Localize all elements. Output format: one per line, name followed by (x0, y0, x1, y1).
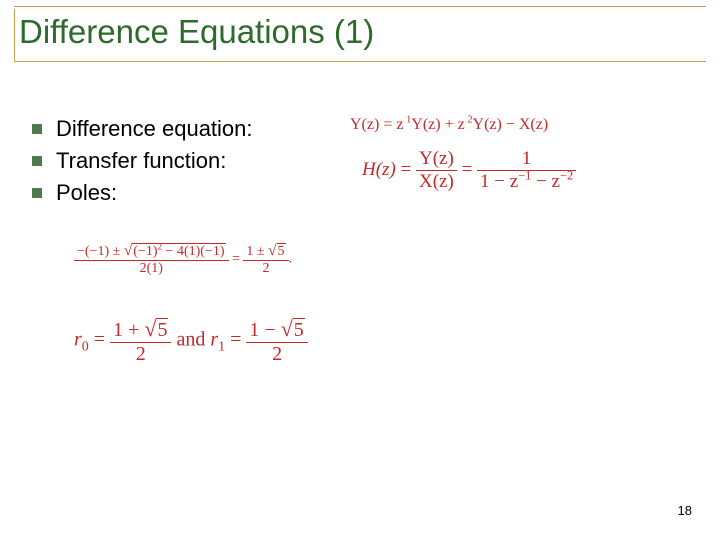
sqrt: √(−1)2 − 4(1)(−1) (124, 242, 226, 260)
sqrt: √5 (144, 316, 168, 342)
eq-text: r (210, 329, 218, 351)
fraction: 1 + √5 2 (110, 316, 171, 366)
eq-text: . (289, 252, 293, 267)
denominator: 2 (110, 342, 171, 366)
eq-text: = (94, 329, 110, 351)
eq-text: Y(z) (473, 116, 502, 133)
eq-sub: 0 (82, 340, 89, 355)
denominator: X(z) (416, 170, 457, 193)
eq-text: = (232, 252, 243, 267)
eq-text: z (458, 116, 465, 133)
eq-text: and (176, 329, 210, 351)
eq-text: X(z) (519, 116, 548, 133)
eq-text: Y(z) (411, 116, 440, 133)
numerator: −(−1) ± √(−1)2 − 4(1)(−1) (74, 242, 229, 260)
numerator: 1 ± √5 (243, 242, 288, 260)
numerator: 1 (477, 148, 576, 170)
fraction: Y(z) X(z) (416, 148, 457, 193)
denominator: 2(1) (74, 260, 229, 277)
fraction: 1 1 − z−1 − z−2 (477, 148, 576, 193)
fraction: 1 − √5 2 (246, 316, 307, 366)
equation-difference: Y(z) = z 1Y(z) + z 2Y(z) − X(z) (350, 116, 548, 134)
page-number: 18 (678, 503, 692, 518)
numerator: 1 − √5 (246, 316, 307, 342)
list-item: Poles: (32, 180, 253, 206)
bullet-icon (32, 156, 42, 166)
bullet-icon (32, 188, 42, 198)
slide-title: Difference Equations (1) (14, 9, 706, 62)
bullet-list: Difference equation: Transfer function: … (32, 116, 253, 212)
equation-roots: r0 = 1 + √5 2 and r1 = 1 − √5 2 (74, 316, 308, 366)
fraction: 1 ± √5 2 (243, 242, 288, 277)
eq-text: = (383, 116, 396, 133)
eq-text: Y(z) (350, 116, 379, 133)
denominator: 2 (243, 260, 288, 277)
denominator: 2 (246, 342, 307, 366)
eq-text: H(z) (362, 159, 396, 180)
fraction: −(−1) ± √(−1)2 − 4(1)(−1) 2(1) (74, 242, 229, 277)
eq-text: − (506, 116, 519, 133)
list-item: Difference equation: (32, 116, 253, 142)
eq-text: = (462, 159, 477, 180)
eq-text: r (74, 329, 82, 351)
title-top-rule (14, 6, 706, 7)
numerator: Y(z) (416, 148, 457, 170)
eq-sup: 2 (465, 115, 473, 126)
denominator: 1 − z−1 − z−2 (477, 170, 576, 193)
bullet-text: Transfer function: (56, 148, 226, 174)
sqrt: √5 (281, 316, 305, 342)
eq-text: = (230, 329, 246, 351)
numerator: 1 + √5 (110, 316, 171, 342)
bullet-text: Poles: (56, 180, 117, 206)
equation-quadratic-formula: −(−1) ± √(−1)2 − 4(1)(−1) 2(1) = 1 ± √5 … (74, 242, 292, 277)
equation-transfer-function: H(z) = Y(z) X(z) = 1 1 − z−1 − z−2 (362, 148, 576, 193)
eq-text: + (445, 116, 458, 133)
bullet-icon (32, 124, 42, 134)
slide-title-block: Difference Equations (1) (14, 6, 706, 62)
sqrt: √5 (268, 242, 285, 260)
eq-text: = (401, 159, 416, 180)
eq-sub: 1 (218, 340, 225, 355)
list-item: Transfer function: (32, 148, 253, 174)
bullet-text: Difference equation: (56, 116, 253, 142)
